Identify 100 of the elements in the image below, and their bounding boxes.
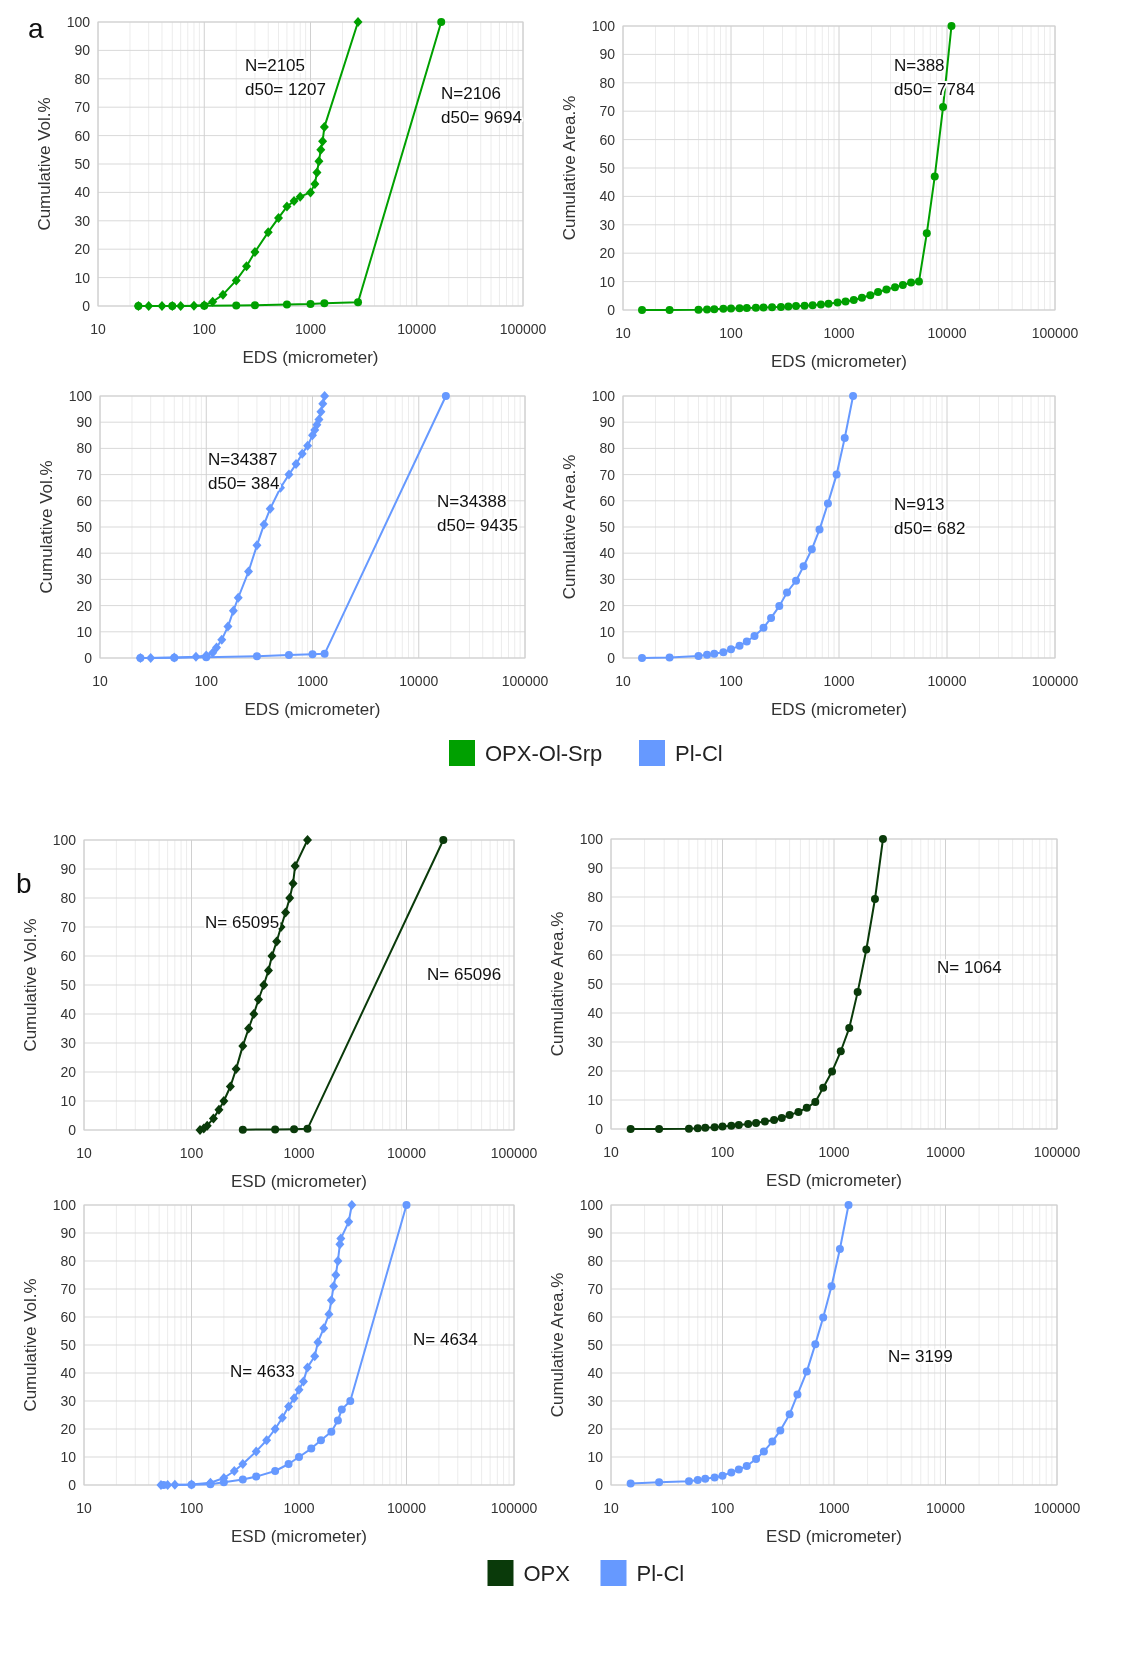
y-tick-label: 90 [587,1225,604,1241]
y-tick-label: 10 [587,1449,604,1465]
x-tick-label: 100 [192,321,217,337]
x-tick-label: 10000 [387,1145,427,1161]
y-tick-label: 90 [60,1225,77,1241]
y-tick-label: 30 [76,571,93,588]
y-tick-label: 30 [74,212,91,229]
x-tick-label: 100000 [1033,1500,1081,1516]
y-tick-label: 10 [587,1092,604,1108]
y-tick-label: 20 [599,245,616,262]
y-tick-label: 0 [68,1477,77,1493]
y-tick-label: 40 [60,1365,77,1381]
y-tick-label: 20 [74,241,91,258]
y-tick-label: 90 [587,860,604,876]
y-tick-label: 80 [599,74,616,91]
y-tick-label: 10 [74,269,91,286]
y-tick-label: 100 [52,1197,77,1213]
x-tick-label: 1000 [296,673,329,689]
y-tick-label: 50 [587,976,604,992]
x-axis-title: ESD (micrometer) [765,1527,903,1546]
y-tick-label: 0 [595,1477,604,1493]
y-tick-label: 40 [76,545,93,562]
y-axis-title: Cumulative Vol.% [21,1278,40,1412]
y-tick-label: 80 [60,890,77,906]
y-tick-label: 100 [591,18,616,34]
y-tick-label: 0 [84,650,93,666]
y-tick-label: 80 [74,70,91,87]
y-tick-label: 70 [587,918,604,934]
y-tick-label: 20 [587,1063,604,1079]
y-tick-label: 0 [607,302,616,318]
legend-label: Pl-Cl [636,1561,685,1586]
annotation: N= 65096 [427,965,502,984]
y-tick-label: 40 [587,1365,604,1381]
x-tick-label: 1000 [283,1145,315,1161]
x-tick-label: 1000 [283,1500,315,1516]
y-tick-label: 10 [599,623,616,640]
y-tick-label: 10 [60,1093,77,1109]
y-tick-label: 50 [599,160,616,176]
x-tick-label: 1000 [823,325,855,341]
y-axis-title: Cumulative Vol.% [21,918,40,1052]
annotation: N= 1064 [937,958,1002,977]
text: a [28,13,44,44]
x-tick-label: 1000 [294,321,327,337]
y-tick-label: 90 [76,414,93,431]
x-axis-title: EDS (micrometer) [770,352,908,371]
y-tick-label: 100 [579,831,604,847]
y-tick-label: 30 [599,216,616,233]
annotation: N=2105 d50= 1207 [245,56,326,99]
y-tick-label: 0 [82,298,91,314]
y-tick-label: 50 [60,977,77,993]
y-tick-label: 70 [60,919,77,935]
y-tick-label: 40 [599,545,616,562]
y-tick-label: 50 [60,1337,77,1353]
y-tick-label: 30 [587,1393,604,1409]
annotation: N= 3199 [888,1347,953,1366]
x-axis-title: EDS (micrometer) [770,700,908,719]
x-tick-label: 100000 [501,673,549,689]
y-tick-label: 70 [76,466,93,483]
y-tick-label: 60 [60,948,77,964]
y-tick-label: 60 [599,131,616,148]
y-tick-label: 70 [599,466,616,483]
annotation: N= 65095 [205,913,280,932]
x-axis-title: ESD (micrometer) [230,1172,368,1191]
x-tick-label: 10000 [927,673,967,689]
y-tick-label: 30 [599,571,616,588]
y-tick-label: 100 [68,388,93,404]
y-tick-label: 80 [587,889,604,905]
x-axis-title: ESD (micrometer) [230,1527,368,1546]
x-tick-label: 10 [92,673,108,689]
y-axis-title: Cumulative Area.% [548,1272,567,1418]
y-axis-title: Cumulative Area.% [560,454,579,600]
y-tick-label: 70 [60,1281,77,1297]
y-axis-title: Cumulative Area.% [548,911,567,1057]
y-tick-label: 100 [591,388,616,404]
y-tick-label: 30 [60,1035,77,1051]
x-tick-label: 100 [719,325,743,341]
y-tick-label: 90 [60,861,77,877]
annotation: N= 4633 [230,1362,295,1381]
y-tick-label: 60 [74,127,91,144]
y-tick-label: 60 [599,492,616,509]
y-tick-label: 80 [599,440,616,457]
y-tick-label: 60 [587,947,604,963]
x-tick-label: 1000 [818,1500,850,1516]
x-tick-label: 100 [710,1500,735,1516]
y-tick-label: 60 [587,1309,604,1325]
x-tick-label: 100000 [490,1145,538,1161]
y-tick-label: 40 [74,184,91,201]
y-tick-label: 50 [76,519,93,535]
x-tick-label: 100 [179,1500,204,1516]
annotation: N=34388 d50= 9435 [437,492,518,535]
y-tick-label: 20 [587,1421,604,1437]
y-tick-label: 0 [595,1121,604,1137]
x-tick-label: 100000 [499,321,547,337]
y-axis-title: Cumulative Area.% [560,95,579,241]
legend-label: Pl-Cl [675,741,723,766]
x-tick-label: 10000 [387,1500,427,1516]
y-tick-label: 60 [76,492,93,509]
y-tick-label: 40 [599,188,616,205]
legend-label: OPX-Ol-Srp [485,741,603,766]
x-tick-label: 100 [710,1144,735,1160]
